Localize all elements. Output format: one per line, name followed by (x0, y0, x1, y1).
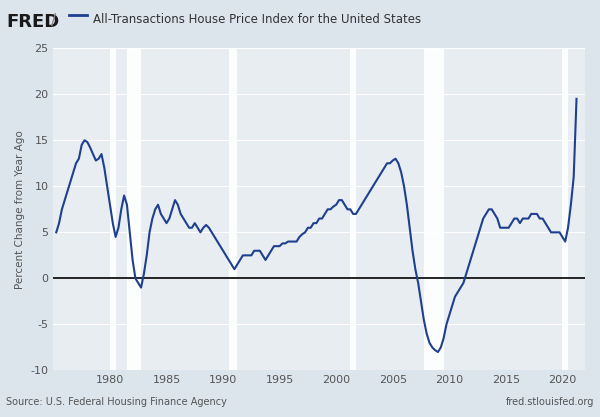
Bar (424, 48, 443, 370)
Bar (229, 48, 237, 370)
Text: fred.stlouisfed.org: fred.stlouisfed.org (506, 397, 594, 407)
Bar (127, 48, 141, 370)
Y-axis label: Percent Change from Year Ago: Percent Change from Year Ago (15, 130, 25, 289)
Bar (562, 48, 568, 370)
Text: All-Transactions House Price Index for the United States: All-Transactions House Price Index for t… (93, 13, 421, 25)
Bar (350, 48, 356, 370)
Text: Source: U.S. Federal Housing Finance Agency: Source: U.S. Federal Housing Finance Age… (6, 397, 227, 407)
Text: /: / (51, 13, 56, 28)
Bar (110, 48, 116, 370)
Text: FRED: FRED (6, 13, 59, 30)
